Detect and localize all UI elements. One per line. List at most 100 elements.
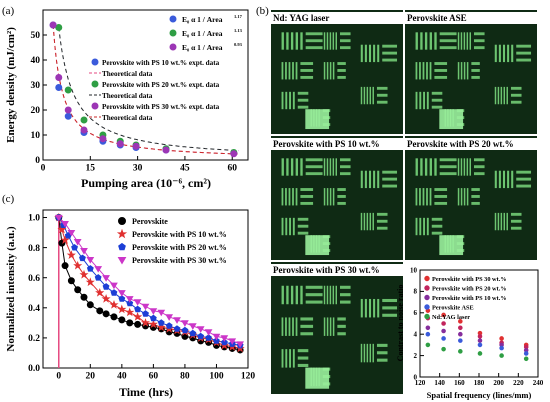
target-bar <box>290 285 294 305</box>
target-bar <box>366 86 369 105</box>
target-bar <box>506 86 508 105</box>
target-bar <box>415 91 418 110</box>
target-bar <box>290 32 294 50</box>
target-bar <box>419 217 422 236</box>
target-bar <box>281 217 284 236</box>
target-bar <box>300 62 314 65</box>
data-point <box>118 295 126 302</box>
data-point <box>80 293 88 301</box>
target-bar <box>422 188 425 206</box>
target-bar <box>286 158 289 176</box>
target-bar <box>376 86 388 90</box>
x-axis-label-c: Time (hrs) <box>119 385 173 399</box>
target-bar <box>326 32 329 50</box>
target-bar <box>516 58 532 62</box>
data-point <box>101 294 111 303</box>
data-point <box>110 282 118 290</box>
target-bar <box>373 44 376 63</box>
target-bar <box>419 91 422 110</box>
x-axis-label-a: Pumping area (10⁻⁶, cm²) <box>81 176 211 190</box>
target-bar <box>337 201 346 205</box>
x-tick-label: 0 <box>41 164 46 174</box>
data-point <box>157 309 166 317</box>
target-bar <box>337 62 346 65</box>
target-bar <box>323 285 326 305</box>
data-point <box>173 317 181 324</box>
target-bar <box>434 32 437 50</box>
target-bar <box>368 170 372 189</box>
data-point <box>181 320 189 327</box>
data-point <box>499 353 504 358</box>
target-bar <box>439 158 457 162</box>
data-point <box>126 319 134 327</box>
target-bar <box>360 170 363 189</box>
target-bar <box>332 188 335 206</box>
target-bar <box>281 317 284 336</box>
image-label: Perovskite with PS 30 wt.% <box>273 265 380 275</box>
image-label: Nd: YAG laser <box>273 13 329 23</box>
x-tick-label: 120 <box>415 379 426 387</box>
data-point <box>156 322 166 332</box>
data-point <box>133 312 143 321</box>
target-bar <box>323 32 326 50</box>
target-bar <box>471 188 480 191</box>
target-bar <box>463 188 466 206</box>
target-bar <box>460 188 463 206</box>
target-bar <box>376 351 388 355</box>
target-bar <box>285 317 287 336</box>
target-bar <box>360 212 363 231</box>
data-point <box>141 303 150 311</box>
target-bar <box>474 32 485 36</box>
target-bar <box>369 212 372 231</box>
target-bar <box>466 158 469 176</box>
data-point <box>441 321 446 326</box>
target-bar <box>340 300 351 304</box>
data-point <box>188 323 197 330</box>
y-tick-label: 40 <box>31 56 41 66</box>
target-bar <box>297 363 309 367</box>
target-bar <box>329 317 332 336</box>
target-bar <box>382 177 398 181</box>
legend-label: Perovskite with PS 20 wt.% expt. data <box>102 81 220 89</box>
target-bar <box>382 184 398 188</box>
target-bar <box>510 100 522 104</box>
target-bar <box>419 188 421 206</box>
data-point <box>441 328 446 334</box>
data-point <box>441 336 446 341</box>
target-bar <box>300 69 314 72</box>
data-point <box>477 334 483 339</box>
target-bar <box>285 62 287 80</box>
target-bar <box>494 44 497 63</box>
target-bar <box>382 51 398 55</box>
image-background <box>271 262 403 394</box>
ticks-a: 0 15 30 45 60 0 10 20 30 40 50 <box>31 31 238 173</box>
x-tick-label: 40 <box>117 372 127 382</box>
target-bar <box>281 32 284 50</box>
target-bar <box>295 62 298 80</box>
target-bar <box>297 217 309 221</box>
target-square <box>439 109 464 130</box>
target-bar <box>286 32 289 50</box>
data-point <box>162 146 170 154</box>
target-bar <box>434 195 448 198</box>
target-bar <box>297 105 309 109</box>
target-bar <box>510 86 522 90</box>
target-bar <box>297 356 309 360</box>
y-tick-label: 0 <box>414 373 418 381</box>
panel-label-a: (a) <box>2 5 15 17</box>
x-tick-label: 240 <box>533 379 544 387</box>
legend-label: Perovskite <box>132 217 168 226</box>
target-bar <box>429 62 432 80</box>
theory-curve <box>52 24 238 155</box>
legend-label: Nd:YAG laser <box>432 314 470 321</box>
target-bar <box>340 32 351 36</box>
data-point <box>425 331 431 337</box>
target-bar <box>332 62 335 80</box>
target-bar <box>376 100 388 104</box>
image-background <box>405 10 537 134</box>
legend-label: Perovskite with PS 10 wt.% expt. data <box>102 59 220 67</box>
data-point <box>116 140 124 148</box>
data-point <box>425 342 431 348</box>
target-bar <box>510 212 522 216</box>
